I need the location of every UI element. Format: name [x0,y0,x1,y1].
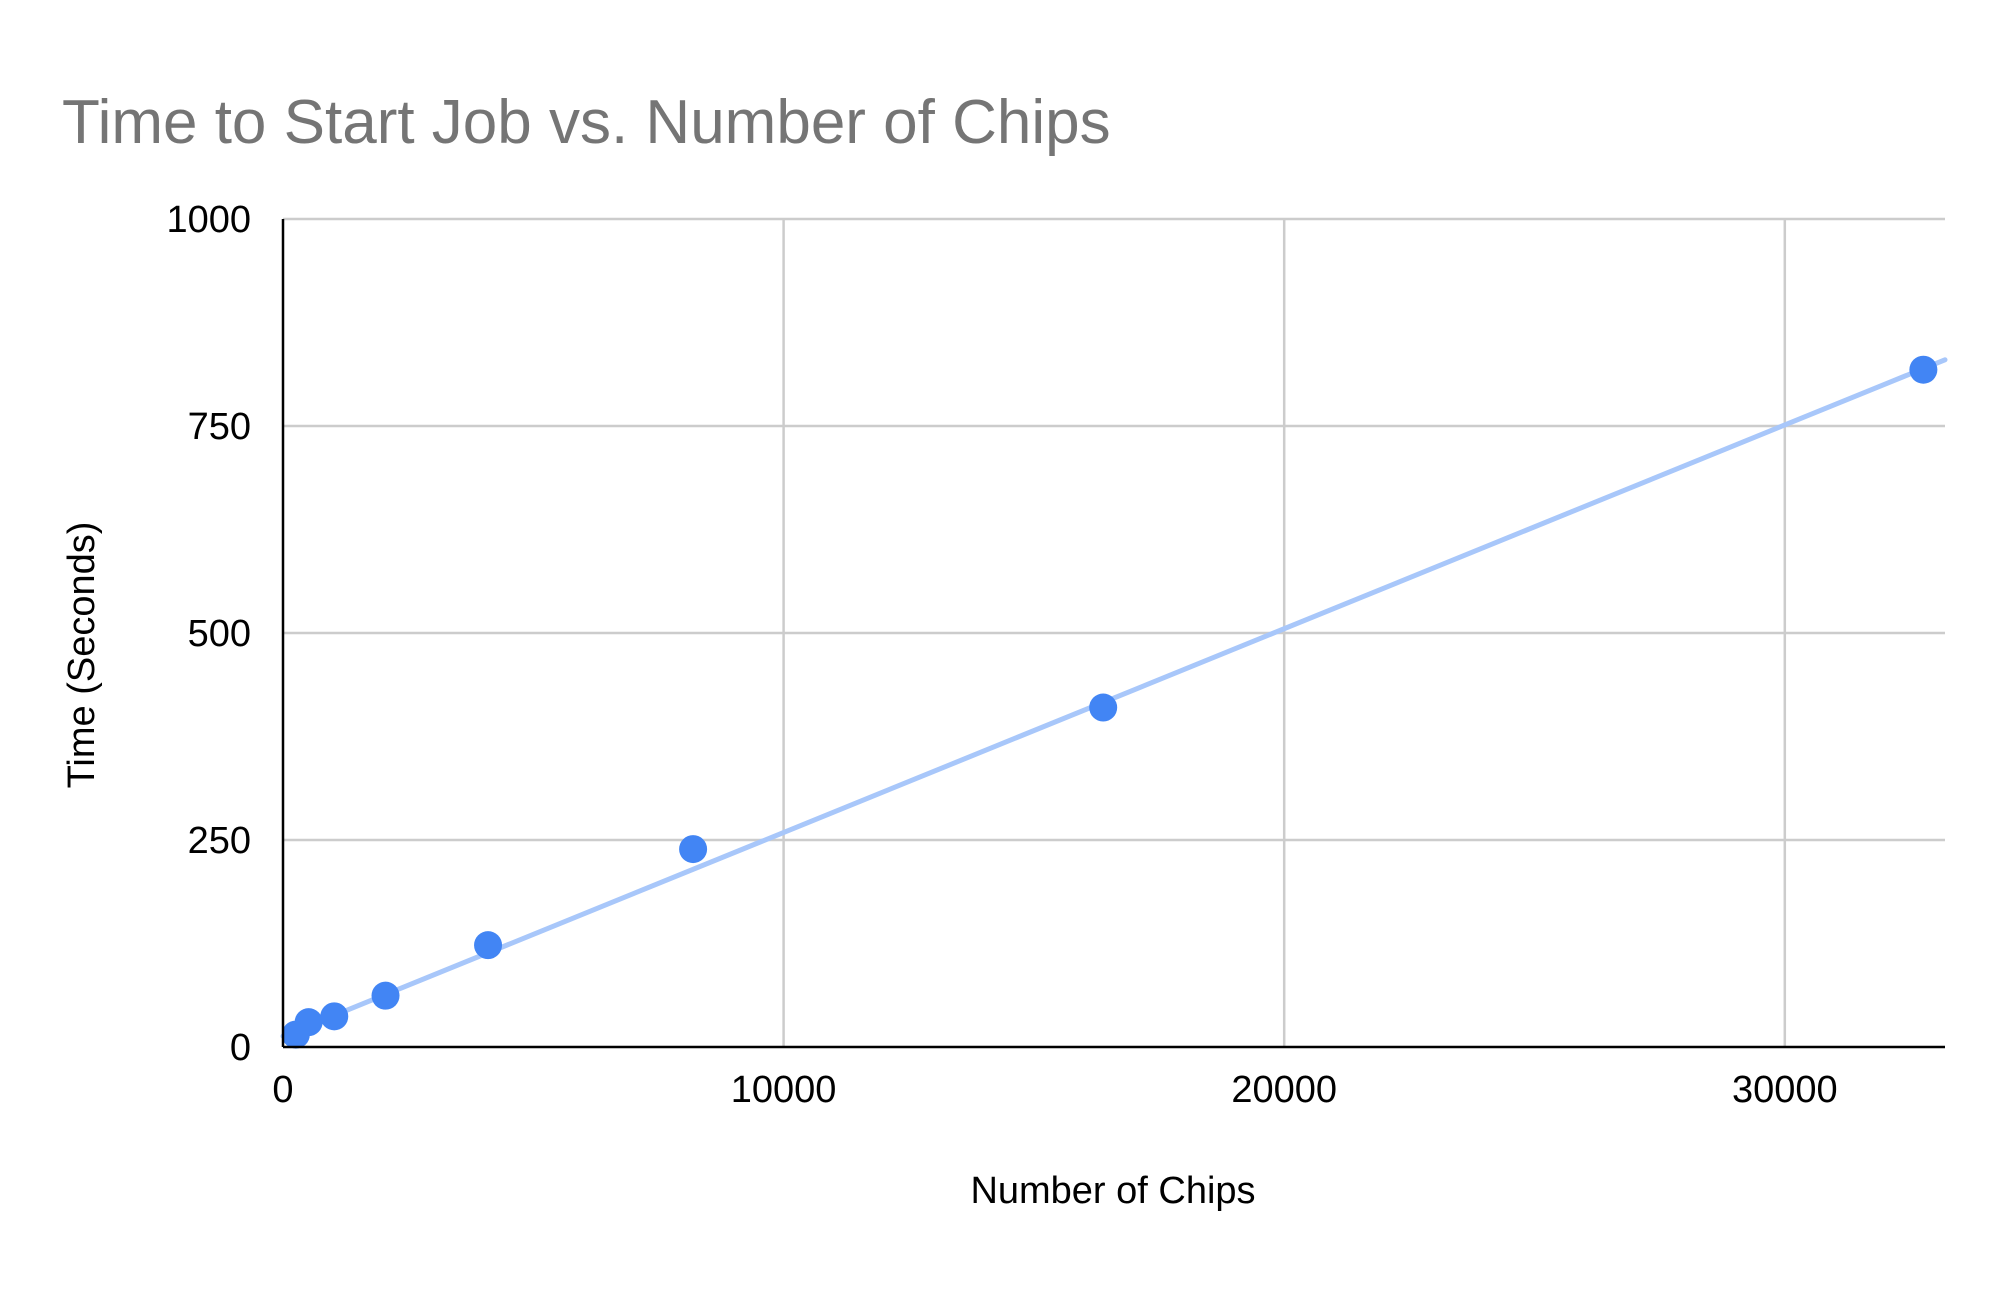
grid [283,217,1945,1047]
y-tick-label: 500 [188,613,251,655]
x-axis-title: Number of Chips [970,1170,1255,1212]
data-point [474,931,503,960]
data-point [371,981,400,1010]
y-tick-label: 250 [188,820,251,862]
data-points [281,355,1938,1049]
data-point [1909,355,1938,384]
x-tick-label: 0 [272,1069,293,1111]
data-point [1089,693,1118,722]
chart-title: Time to Start Job vs. Number of Chips [62,88,1111,157]
x-tick-label: 30000 [1732,1069,1838,1111]
trendline-layer [280,357,1948,1039]
data-point [679,835,708,864]
y-tick-label: 750 [188,406,251,448]
y-tick-label: 0 [230,1027,251,1069]
data-point [294,1008,323,1037]
x-tick-label: 20000 [1231,1069,1337,1111]
x-tick-label: 10000 [731,1069,837,1111]
y-tick-label: 1000 [166,199,251,241]
y-axis-ticks: 0 250 500 750 1000 [166,199,251,1069]
axes [281,219,1945,1049]
data-point [320,1002,349,1031]
trendline [280,357,1948,1039]
y-axis-title: Time (Seconds) [61,522,103,789]
x-axis-ticks: 0 10000 20000 30000 [272,1069,1837,1111]
